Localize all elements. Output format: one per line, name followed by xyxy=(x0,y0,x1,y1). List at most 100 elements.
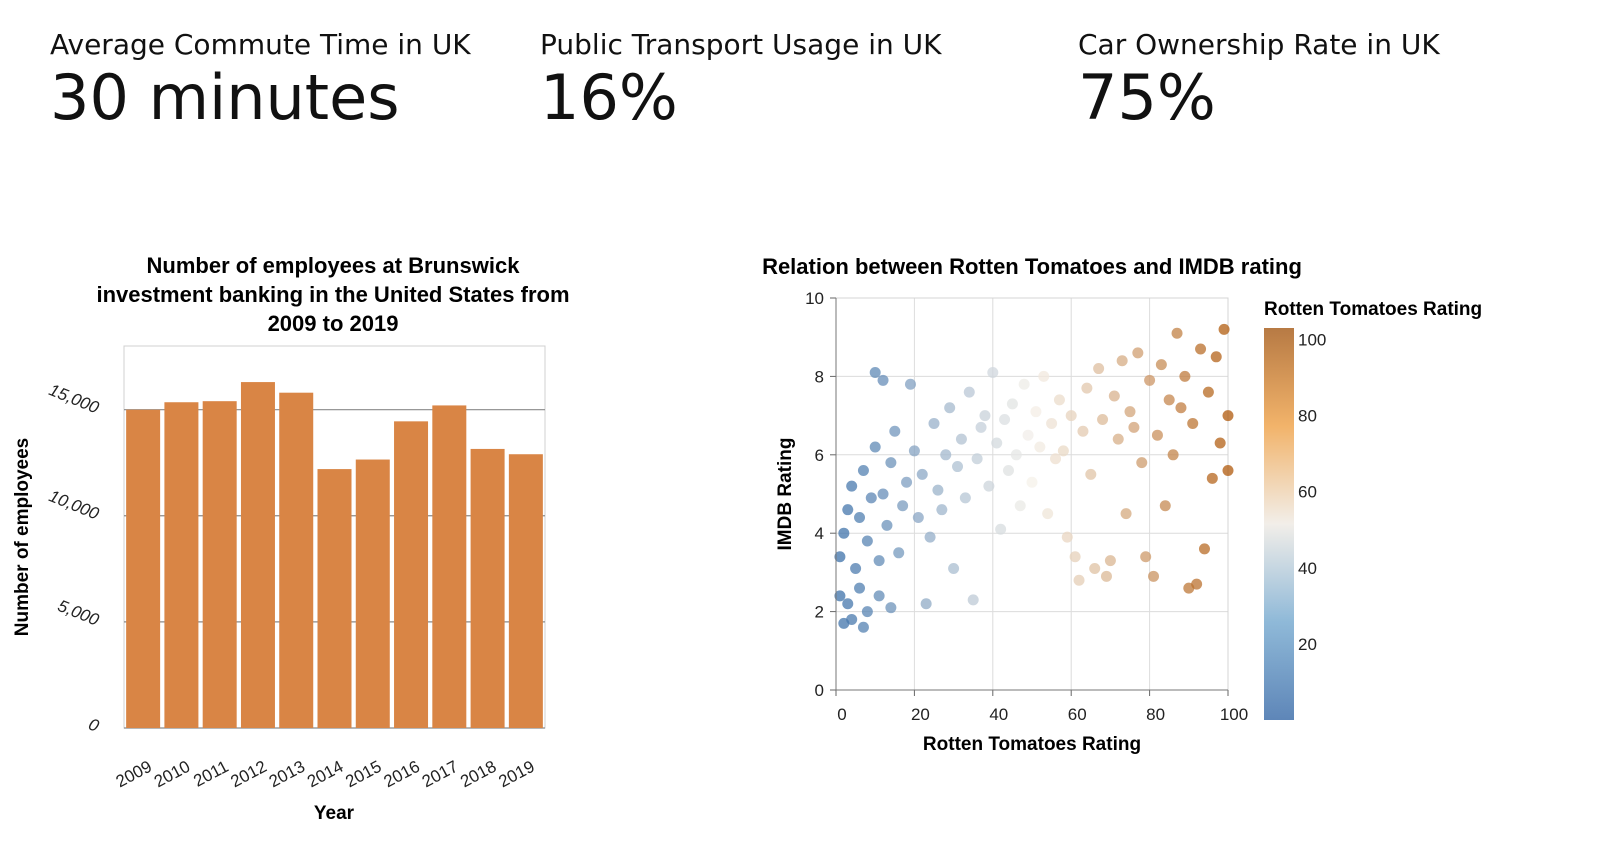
bar-x-axis-title: Year xyxy=(314,803,355,824)
scatter-point xyxy=(1159,500,1171,512)
scatter-point xyxy=(1116,355,1128,367)
scatter-point xyxy=(1124,406,1136,418)
scatter-point xyxy=(1069,551,1081,563)
scatter-point xyxy=(1104,555,1116,567)
bar xyxy=(126,409,161,728)
scatter-point xyxy=(979,410,991,422)
scatter-point xyxy=(1002,464,1014,476)
scatter-point xyxy=(893,547,905,559)
bar-y-axis: 0 5,000 10,000 15,000 xyxy=(46,380,102,736)
bar xyxy=(432,405,467,728)
scatter-x-tick-label: 100 xyxy=(1220,705,1248,724)
kpi-car-ownership: Car Ownership Rate in UK 75% xyxy=(1078,28,1440,132)
bar-y-tick-label: 5,000 xyxy=(55,596,102,630)
bar-x-tick-label: 2016 xyxy=(381,757,423,792)
bar xyxy=(202,401,237,728)
bar-y-tick-label: 0 xyxy=(86,715,102,736)
legend-label: 40 xyxy=(1298,559,1317,578)
scatter-point xyxy=(952,461,964,473)
scatter-point xyxy=(1081,382,1093,394)
scatter-point xyxy=(1202,386,1214,398)
scatter-point xyxy=(861,535,873,547)
scatter-point xyxy=(963,386,975,398)
scatter-point xyxy=(1128,421,1140,433)
scatter-point xyxy=(1151,429,1163,441)
scatter-point xyxy=(1136,457,1148,469)
scatter-point xyxy=(983,480,995,492)
scatter-point xyxy=(850,562,862,574)
scatter-point xyxy=(857,621,869,633)
scatter-point xyxy=(873,590,885,602)
scatter-point xyxy=(877,488,889,500)
scatter-point xyxy=(1097,414,1109,426)
scatter-gridlines xyxy=(835,297,1229,691)
scatter-x-tick-label: 40 xyxy=(989,705,1008,724)
scatter-x-tick-label: 0 xyxy=(837,705,846,724)
scatter-point xyxy=(1140,551,1152,563)
scatter-point xyxy=(1155,359,1167,371)
scatter-y-tick-label: 0 xyxy=(815,681,824,700)
bar xyxy=(508,454,543,728)
scatter-point xyxy=(857,464,869,476)
scatter-point xyxy=(1218,323,1230,335)
bar xyxy=(394,421,429,728)
bar-x-tick-label: 2011 xyxy=(190,757,231,791)
scatter-y-tick-label: 4 xyxy=(815,524,824,543)
kpi-value: 16% xyxy=(540,60,678,134)
scatter-point xyxy=(1195,343,1207,355)
bar-y-axis-title: Number of employees xyxy=(12,438,33,637)
bar-chart-title-line: Number of employees at Brunswick xyxy=(147,253,521,278)
color-legend: Rotten Tomatoes Rating 100 80 60 40 20 xyxy=(1264,299,1482,720)
scatter-point xyxy=(1046,417,1058,429)
bar xyxy=(355,459,390,728)
scatter-point xyxy=(1077,425,1089,437)
bar-x-tick-label: 2019 xyxy=(495,757,537,792)
scatter-point xyxy=(877,374,889,386)
scatter-point xyxy=(944,402,956,414)
scatter-point xyxy=(861,606,873,618)
scatter-point xyxy=(928,417,940,429)
scatter-point xyxy=(1014,500,1026,512)
scatter-point xyxy=(955,433,967,445)
scatter-point xyxy=(1042,508,1054,520)
scatter-point xyxy=(1022,429,1034,441)
kpi-label: Average Commute Time in UK xyxy=(50,28,471,61)
scatter-point xyxy=(885,457,897,469)
scatter-point xyxy=(1006,398,1018,410)
scatter-point xyxy=(897,500,909,512)
bar-x-tick-label: 2017 xyxy=(419,757,461,792)
scatter-point xyxy=(936,504,948,516)
scatter-point xyxy=(1171,327,1183,339)
scatter-point xyxy=(842,598,854,610)
scatter-y-tick-label: 2 xyxy=(815,603,824,622)
bar-chart-title: Number of employees at Brunswick investme… xyxy=(96,253,569,336)
scatter-point xyxy=(975,421,987,433)
scatter-point xyxy=(920,598,932,610)
bar-x-tick-label: 2013 xyxy=(266,757,308,792)
scatter-chart-title: Relation between Rotten Tomatoes and IMD… xyxy=(762,254,1302,279)
bar xyxy=(164,402,199,728)
scatter-point xyxy=(1093,363,1105,375)
scatter-point xyxy=(1112,433,1124,445)
kpi-public-transport: Public Transport Usage in UK 16% xyxy=(540,28,941,132)
scatter-point xyxy=(1120,508,1132,520)
scatter-point xyxy=(854,512,866,524)
bar xyxy=(279,392,314,728)
scatter-point xyxy=(869,441,881,453)
scatter-point xyxy=(1132,347,1144,359)
scatter-point xyxy=(924,531,936,543)
scatter-y-tick-label: 10 xyxy=(805,289,824,308)
scatter-y-tick-label: 8 xyxy=(815,367,824,386)
scatter-point xyxy=(995,523,1007,535)
scatter-point xyxy=(959,492,971,504)
kpi-label: Car Ownership Rate in UK xyxy=(1078,28,1440,61)
scatter-point xyxy=(1030,406,1042,418)
scatter-point xyxy=(1038,370,1050,382)
scatter-x-tick-label: 20 xyxy=(911,705,930,724)
bar xyxy=(240,382,275,728)
scatter-point xyxy=(987,366,999,378)
kpi-label: Public Transport Usage in UK xyxy=(540,28,942,61)
scatter-point xyxy=(1050,453,1062,465)
scatter-point xyxy=(1198,543,1210,555)
scatter-point xyxy=(948,562,960,574)
